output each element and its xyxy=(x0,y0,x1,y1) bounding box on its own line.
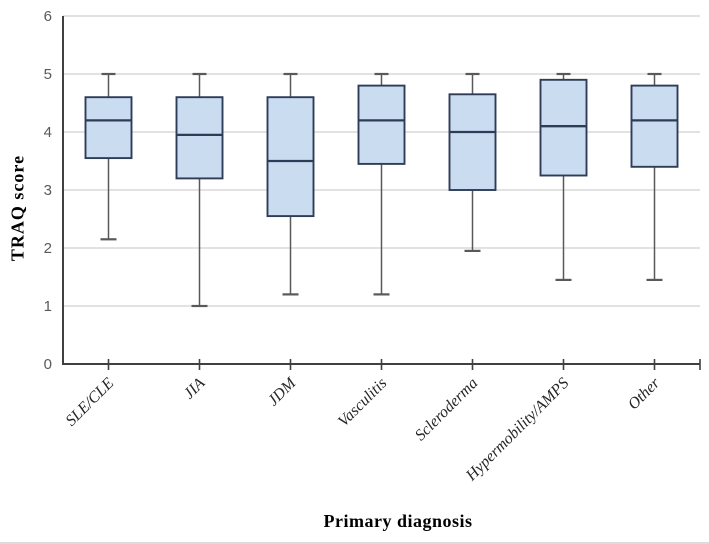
y-tick-label-0: 0 xyxy=(44,356,52,373)
x-category-label-jdm: JDM xyxy=(265,374,301,410)
y-tick-label-1: 1 xyxy=(44,298,52,315)
x-category-label-hypermobility-amps: Hypermobility/AMPS xyxy=(462,375,572,485)
y-tick-label-4: 4 xyxy=(44,124,52,141)
x-category-label-other: Other xyxy=(625,374,664,413)
boxplot-jia xyxy=(175,72,224,308)
boxplot-sle-cle xyxy=(84,72,133,241)
x-axis-title: Primary diagnosis xyxy=(323,511,473,531)
box-rect xyxy=(357,84,406,165)
y-axis-title: TRAQ score xyxy=(7,154,28,262)
y-tick-label-2: 2 xyxy=(44,240,52,257)
x-category-label-scleroderma: Scleroderma xyxy=(412,375,481,444)
boxplot-scleroderma xyxy=(448,72,497,252)
box-rect xyxy=(448,93,497,191)
x-category-label-vasculitis: Vasculitis xyxy=(335,375,390,430)
y-tick-label-5: 5 xyxy=(44,66,52,83)
box-rect xyxy=(84,96,133,160)
box-rect xyxy=(175,96,224,180)
boxplot-other xyxy=(630,72,679,281)
boxplot-jdm xyxy=(266,72,315,296)
box-rect xyxy=(266,96,315,218)
boxplot-vasculitis xyxy=(357,72,406,296)
y-tick-label-3: 3 xyxy=(44,182,52,199)
x-category-label-sle-cle: SLE/CLE xyxy=(63,375,118,430)
x-category-label-jia: JIA xyxy=(181,375,209,403)
box-rect xyxy=(539,78,588,177)
y-tick-label-6: 6 xyxy=(44,8,52,25)
box-rect xyxy=(630,84,679,168)
boxplot-hypermobility-amps xyxy=(539,72,588,281)
